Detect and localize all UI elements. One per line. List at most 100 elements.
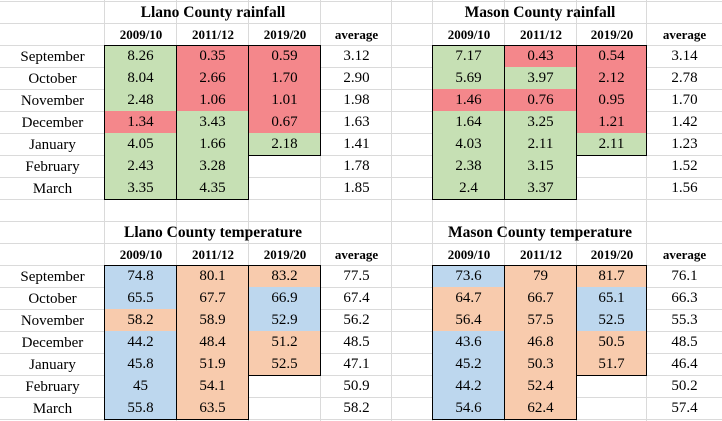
data-cell: 64.7	[432, 287, 505, 310]
column-header: average	[662, 247, 707, 262]
average-cell: 50.9	[343, 378, 370, 394]
average-cell: 55.3	[671, 312, 698, 328]
row-label: November	[20, 92, 85, 109]
column-header: 2011/12	[520, 27, 562, 42]
gridline-h	[0, 221, 722, 222]
data-cell: 2.18	[248, 133, 321, 156]
data-cell: 3.97	[504, 67, 577, 90]
gridline-v	[432, 0, 433, 421]
average-cell: 67.4	[343, 290, 370, 306]
gridline-v	[504, 0, 505, 421]
data-cell: 54.6	[432, 397, 505, 420]
data-cell: 46.8	[504, 331, 577, 354]
data-cell: 65.5	[104, 287, 177, 310]
data-cell: 4.35	[176, 177, 249, 200]
average-cell: 50.2	[671, 378, 698, 394]
data-cell: 81.7	[576, 265, 647, 288]
data-cell: 51.9	[176, 353, 249, 376]
data-cell: 2.11	[504, 133, 577, 156]
data-cell: 4.05	[104, 133, 177, 156]
data-cell: 1.34	[104, 111, 177, 134]
data-cell: 2.66	[176, 67, 249, 90]
gridline-h	[0, 375, 722, 376]
data-cell: 8.26	[104, 45, 177, 68]
data-cell: 63.5	[176, 397, 249, 420]
data-cell: 52.9	[248, 309, 321, 332]
data-cell: 1.06	[176, 89, 249, 112]
data-cell: 66.9	[248, 287, 321, 310]
data-cell: 79	[504, 265, 577, 288]
gridline-v	[104, 0, 105, 421]
row-label: September	[20, 268, 85, 285]
data-cell: 2.11	[576, 133, 647, 156]
gridline-h	[0, 309, 722, 310]
column-header: 2009/10	[447, 247, 491, 262]
data-cell: 2.38	[432, 155, 505, 178]
column-header: 2019/20	[590, 27, 634, 42]
row-label: November	[20, 312, 85, 329]
data-cell: 7.17	[432, 45, 505, 68]
average-cell: 56.2	[343, 312, 370, 328]
data-cell: 52.5	[576, 309, 647, 332]
data-cell: 50.3	[504, 353, 577, 376]
table-title: Mason County rainfall	[464, 4, 616, 21]
column-header: 2019/20	[590, 247, 634, 262]
average-cell: 1.23	[671, 136, 698, 152]
row-label: January	[29, 356, 76, 373]
table-title: Mason County temperature	[448, 224, 632, 241]
data-cell: 1.01	[248, 89, 321, 112]
data-cell: 0.67	[248, 111, 321, 134]
average-cell: 48.5	[343, 334, 370, 350]
average-cell: 1.52	[671, 158, 698, 174]
data-cell: 5.69	[432, 67, 505, 90]
gridline-v	[176, 0, 177, 421]
average-cell: 46.4	[671, 356, 698, 372]
table-title: Llano County temperature	[124, 224, 302, 241]
column-header: average	[662, 27, 707, 42]
gridline-h	[0, 133, 722, 134]
average-cell: 2.78	[671, 70, 698, 86]
row-label: January	[29, 136, 76, 153]
data-cell: 1.21	[576, 111, 647, 134]
gridline-h	[0, 199, 722, 200]
data-cell: 83.2	[248, 265, 321, 288]
row-label: December	[21, 334, 84, 351]
row-label: October	[28, 290, 77, 307]
data-cell: 65.1	[576, 287, 647, 310]
gridline-v	[646, 0, 647, 421]
column-header: 2019/20	[263, 27, 307, 42]
data-cell: 1.64	[432, 111, 505, 134]
table-title: Llano County rainfall	[140, 4, 286, 21]
average-cell: 1.78	[343, 158, 370, 174]
column-header: average	[334, 27, 379, 42]
row-label: September	[20, 48, 85, 65]
data-cell: 3.43	[176, 111, 249, 134]
row-label: February	[25, 158, 80, 175]
gridline-v	[391, 0, 392, 421]
gridline-v	[320, 0, 321, 421]
data-cell: 2.12	[576, 67, 647, 90]
data-cell: 3.37	[504, 177, 577, 200]
column-header: 2011/12	[520, 247, 562, 262]
data-cell: 2.4	[432, 177, 505, 200]
data-cell: 55.8	[104, 397, 177, 420]
data-cell: 51.7	[576, 353, 647, 376]
data-cell: 56.4	[432, 309, 505, 332]
gridline-h	[0, 177, 722, 178]
row-label: March	[32, 180, 73, 197]
average-cell: 66.3	[671, 290, 698, 306]
data-cell: 0.59	[248, 45, 321, 68]
row-label: March	[32, 400, 73, 417]
gridline-h	[0, 243, 722, 244]
gridline-h	[0, 287, 722, 288]
data-cell: 62.4	[504, 397, 577, 420]
average-cell: 48.5	[671, 334, 698, 350]
column-header: 2009/10	[447, 27, 491, 42]
column-header: 2011/12	[192, 247, 234, 262]
average-cell: 76.1	[671, 268, 698, 284]
average-cell: 58.2	[343, 400, 370, 416]
gridline-h	[0, 331, 722, 332]
data-cell: 58.2	[104, 309, 177, 332]
gridline-v	[576, 0, 577, 421]
